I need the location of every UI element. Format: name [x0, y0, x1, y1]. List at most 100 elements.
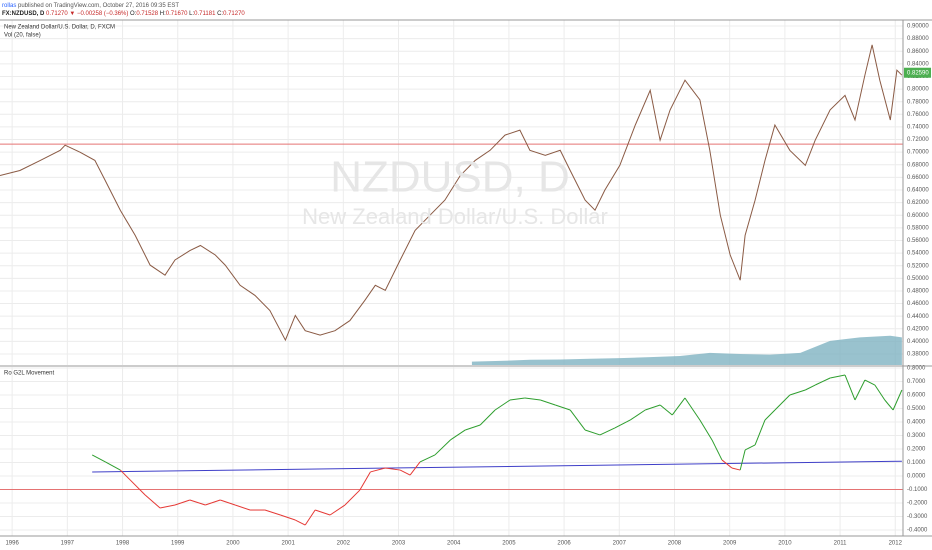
indicator-segment	[329, 504, 346, 516]
indicator-segment	[744, 444, 756, 451]
indicator-segment	[524, 397, 541, 401]
last-price: 0.71270	[46, 11, 68, 17]
change: ▼ −0.00258 (−0.36%)	[69, 11, 128, 17]
price-line-series	[0, 44, 903, 342]
indicator-segment	[234, 504, 251, 511]
y-tick-label: 0.46000	[907, 301, 929, 307]
x-tick-label: 2009	[723, 541, 737, 547]
y-tick-label: 0.54000	[907, 251, 929, 257]
indicator-segment	[599, 427, 616, 436]
symbol-line: FX:NZDUSD, D 0.71270 ▼ −0.00258 (−0.36%)…	[2, 11, 245, 17]
close-label: C:	[217, 11, 223, 17]
indicator-segment	[671, 397, 686, 416]
indicator-segment	[370, 467, 386, 473]
indicator-segment	[739, 449, 746, 471]
y-tick-label: 0.38000	[907, 352, 929, 358]
indicator-segment	[205, 499, 221, 506]
watermark-symbol: NZDUSD, D	[330, 153, 570, 202]
y-tick-label: 0.5000	[907, 406, 926, 412]
indicator-segment	[399, 469, 411, 476]
y-tick-label: 0.88000	[907, 36, 929, 42]
indicator-segment	[280, 514, 296, 521]
open-label: O:	[130, 11, 137, 17]
indicator-segment	[711, 439, 723, 461]
indicator-segment	[129, 479, 146, 496]
y-tick-label: 0.7000	[907, 379, 926, 385]
volume-legend: Vol (20, false)	[4, 33, 41, 39]
indicator-segment	[830, 374, 846, 379]
marks: 1996 1997 1998 1999 2000 2001 2002 2003 2004 2005…	[0, 24, 931, 547]
indicator-segment	[295, 519, 306, 526]
y-tick-label: 0.3000	[907, 433, 926, 439]
indicator-segment	[105, 461, 121, 471]
y-tick-label: 0.48000	[907, 289, 929, 295]
y-tick-label: 0.50000	[907, 276, 929, 282]
y-tick-label: 0.0000	[907, 474, 926, 480]
indicator-segment	[540, 399, 556, 406]
y-tick-label: 0.6000	[907, 393, 926, 399]
y-tick-label: 0.90000	[907, 24, 929, 30]
x-tick-label: 1998	[116, 541, 130, 547]
volume-area	[471, 335, 902, 365]
open-value: 0.71528	[136, 11, 158, 17]
y-tick-label: 0.64000	[907, 188, 929, 194]
indicator-segment	[844, 374, 856, 401]
indicator-segment	[509, 397, 525, 401]
y-tick-label: 0.60000	[907, 213, 929, 219]
indicator-segment	[144, 494, 161, 509]
y-tick-label: 0.68000	[907, 162, 929, 168]
indicator-segment	[854, 379, 866, 401]
indicator-segment	[385, 467, 401, 471]
indicator-segment	[159, 504, 176, 509]
indicator-segment	[344, 489, 361, 506]
high-label: H:	[160, 11, 166, 17]
indicator-segment	[645, 404, 661, 411]
y-tick-label: 0.70000	[907, 150, 929, 156]
y-tick-label: 0.86000	[907, 49, 929, 55]
y-tick-label: 0.62000	[907, 200, 929, 206]
y-tick-label: 0.66000	[907, 175, 929, 181]
x-tick-label: 1996	[5, 541, 19, 547]
indicator-segment	[892, 389, 903, 411]
y-tick-label: 0.72000	[907, 137, 929, 143]
x-tick-label: 2005	[502, 541, 516, 547]
published: published on TradingView.com, October 27…	[16, 3, 179, 9]
indicator-segment	[659, 404, 673, 416]
indicator-segment	[684, 397, 701, 421]
close-value: 0.71270	[223, 11, 245, 17]
y-tick-label: -0.3000	[907, 514, 928, 520]
indicator-segment	[264, 509, 281, 516]
y-tick-label: 0.80000	[907, 87, 929, 93]
high-value: 0.71670	[166, 11, 188, 17]
x-tick-label: 2011	[834, 541, 848, 547]
y-tick-label: 0.58000	[907, 225, 929, 231]
x-tick-label: 2003	[392, 541, 406, 547]
y-tick-label: -0.1000	[907, 487, 928, 493]
author[interactable]: rollas	[2, 3, 16, 9]
indicator-segment	[119, 469, 131, 481]
watermark-description: New Zealand Dollar/U.S. Dollar	[302, 204, 608, 229]
x-tick-label: 2002	[337, 541, 351, 547]
indicator-segment	[584, 429, 601, 436]
symbol: FX:NZDUSD, D	[2, 11, 45, 17]
indicator-segment	[220, 499, 236, 506]
x-tick-label: 2012	[889, 541, 903, 547]
indicator-segment	[805, 384, 816, 391]
x-tick-label: 1999	[171, 541, 185, 547]
indicator-segment	[494, 399, 511, 411]
indicator-segment	[754, 419, 766, 446]
y-tick-label: 0.42000	[907, 326, 929, 332]
indicator-segment	[815, 377, 831, 386]
x-tick-label: 2008	[668, 541, 682, 547]
y-tick-label: 0.1000	[907, 460, 926, 466]
current-price-box	[904, 67, 931, 78]
indicator-segment	[699, 419, 713, 441]
x-tick-label: 2004	[447, 541, 461, 547]
indicator-segment	[731, 467, 741, 471]
x-tick-label: 1997	[61, 541, 75, 547]
indicator-segment	[450, 429, 466, 441]
indicator-segment	[864, 379, 876, 386]
y-tick-label: -0.2000	[907, 501, 928, 507]
indicator-segment	[721, 459, 733, 469]
